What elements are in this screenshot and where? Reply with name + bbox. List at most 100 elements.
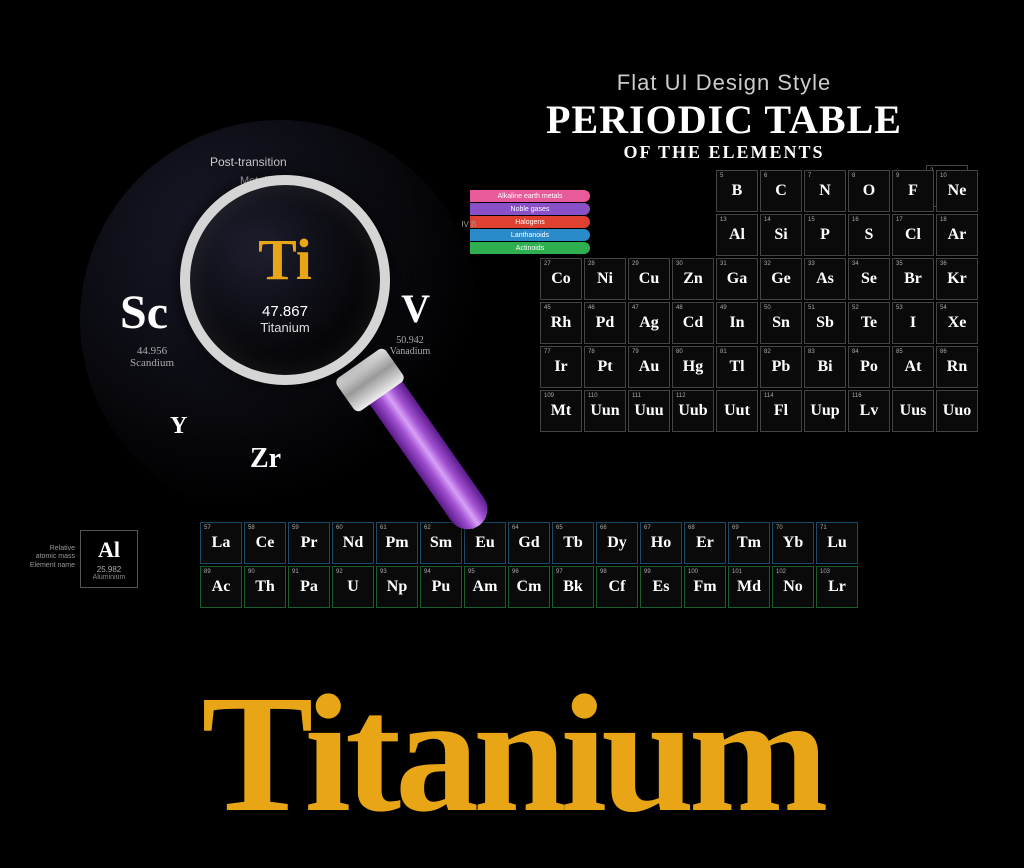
- element-cell: 71Lu: [816, 522, 858, 564]
- element-cell: 28Ni: [584, 258, 626, 300]
- element-symbol: Uut: [724, 402, 750, 420]
- atomic-number: 116: [852, 393, 862, 399]
- element-detail-v: 50.942Vanadium: [380, 335, 440, 357]
- element-symbol: C: [775, 182, 787, 200]
- element-symbol: Am: [473, 578, 498, 596]
- element-symbol: Hg: [683, 358, 703, 376]
- element-symbol: Pb: [772, 358, 791, 376]
- element-symbol: Tm: [737, 534, 761, 552]
- element-symbol: Sn: [772, 314, 790, 332]
- element-symbol: Pu: [432, 578, 451, 596]
- atomic-number: 110: [588, 393, 598, 399]
- element-cell: 34Se: [848, 258, 890, 300]
- design-subtitle: Flat UI Design Style: [524, 70, 924, 96]
- element-symbol: Lr: [828, 578, 846, 596]
- element-symbol: Uub: [678, 402, 707, 420]
- element-cell: 93Np: [376, 566, 418, 608]
- atomic-number: 33: [808, 261, 815, 267]
- element-symbol: Yb: [783, 534, 803, 552]
- element-cell: 83Bi: [804, 346, 846, 388]
- focused-element-mass: 47.867: [262, 303, 308, 320]
- element-cell: 5B: [716, 170, 758, 212]
- atomic-number: 34: [852, 261, 859, 267]
- element-symbol: Br: [904, 270, 922, 288]
- element-symbol: Uuu: [634, 402, 663, 420]
- element-cell: 109Mt: [540, 390, 582, 432]
- element-symbol: Sm: [430, 534, 452, 552]
- element-cell: 110Uun: [584, 390, 626, 432]
- element-symbol: Kr: [947, 270, 967, 288]
- element-symbol: Md: [737, 578, 761, 596]
- element-cell: 51Sb: [804, 302, 846, 344]
- focused-element-symbol: Ti: [258, 226, 312, 293]
- atomic-number: 35: [896, 261, 903, 267]
- element-cell: 7N: [804, 170, 846, 212]
- atomic-number: 65: [556, 525, 563, 531]
- atomic-number: 50: [764, 305, 771, 311]
- element-symbol: Al: [98, 537, 120, 563]
- element-cell: 80Hg: [672, 346, 714, 388]
- element-cell: 46Pd: [584, 302, 626, 344]
- element-symbol: La: [212, 534, 231, 552]
- element-cell: 102No: [772, 566, 814, 608]
- element-symbol: Rn: [947, 358, 967, 376]
- element-symbol: Pd: [596, 314, 615, 332]
- atomic-number: 103: [820, 569, 830, 575]
- atomic-number: 59: [292, 525, 299, 531]
- atomic-number: 13: [720, 217, 727, 223]
- element-symbol: Xe: [948, 314, 967, 332]
- focused-element-name: Titanium: [260, 320, 309, 335]
- atomic-number: 69: [732, 525, 739, 531]
- element-symbol: Pa: [300, 578, 318, 596]
- element-cell: 94Pu: [420, 566, 462, 608]
- element-cell: 13Al: [716, 214, 758, 256]
- atomic-number: 100: [688, 569, 698, 575]
- element-symbol: S: [865, 226, 874, 244]
- element-cell: 53I: [892, 302, 934, 344]
- element-symbol: Ga: [727, 270, 747, 288]
- element-symbol: Bi: [817, 358, 832, 376]
- element-cell: 62Sm: [420, 522, 462, 564]
- element-symbol: Te: [861, 314, 877, 332]
- element-symbol: Fl: [774, 402, 788, 420]
- element-cell: 100Fm: [684, 566, 726, 608]
- element-symbol: Ho: [651, 534, 671, 552]
- atomic-number: 99: [644, 569, 651, 575]
- element-cell: 32Ge: [760, 258, 802, 300]
- element-cell: Uup: [804, 390, 846, 432]
- atomic-number: 61: [380, 525, 387, 531]
- element-cell: 50Sn: [760, 302, 802, 344]
- element-cell: 10Ne: [936, 170, 978, 212]
- atomic-number: 51: [808, 305, 815, 311]
- element-symbol: Dy: [607, 534, 627, 552]
- title-block: Flat UI Design Style PERIODIC TABLE OF T…: [524, 70, 924, 163]
- atomic-number: 47: [632, 305, 639, 311]
- atomic-number: 79: [632, 349, 639, 355]
- element-symbol: B: [732, 182, 743, 200]
- element-cell: Uut: [716, 390, 758, 432]
- element-symbol: Gd: [518, 534, 539, 552]
- element-symbol: Ir: [554, 358, 567, 376]
- atomic-number: 54: [940, 305, 947, 311]
- element-symbol: Cd: [683, 314, 703, 332]
- atomic-number: 111: [632, 393, 641, 399]
- element-symbol-sc: Sc: [120, 285, 168, 340]
- element-cell: 33As: [804, 258, 846, 300]
- element-symbol: Au: [639, 358, 659, 376]
- atomic-number: 70: [776, 525, 783, 531]
- element-symbol: Co: [551, 270, 571, 288]
- element-cell: Uuo: [936, 390, 978, 432]
- element-symbol: Al: [729, 226, 745, 244]
- atomic-number: 29: [632, 261, 639, 267]
- element-symbol: Ac: [212, 578, 231, 596]
- element-symbol: Uup: [810, 402, 839, 420]
- atomic-number: 30: [676, 261, 683, 267]
- element-cell: 54Xe: [936, 302, 978, 344]
- element-symbol: Uuo: [943, 402, 971, 420]
- element-cell: 77Ir: [540, 346, 582, 388]
- atomic-number: 49: [720, 305, 727, 311]
- category-label: Post-transition: [210, 155, 287, 169]
- element-symbol-y: Y: [170, 413, 187, 440]
- element-symbol: Nd: [343, 534, 363, 552]
- element-cell: 47Ag: [628, 302, 670, 344]
